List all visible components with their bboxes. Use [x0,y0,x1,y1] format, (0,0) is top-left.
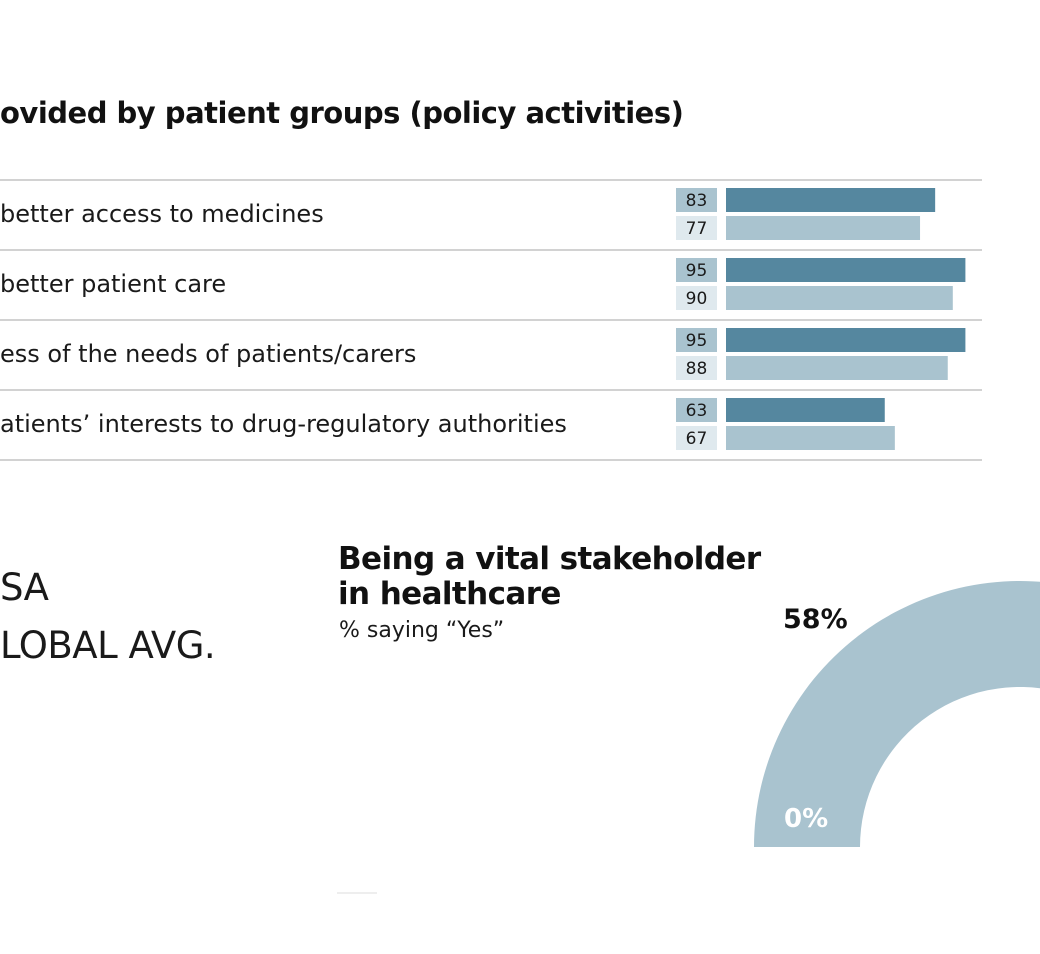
bar-chart: better access to medicines 83 77 better pat… [0,179,982,461]
donut-chart-subtitle: % saying “Yes” [339,618,505,643]
donut-title-line-1: Being a vital stakeholder [338,541,761,577]
legend-label-usa: SA [0,566,49,609]
bar-series-2 [726,426,895,450]
category-label: better access to medicines [0,200,324,228]
legend-label-global-avg: LOBAL AVG. [0,624,216,667]
donut-chart-title: Being a vital stakeholder in healthcare [338,542,761,612]
value-label-box [676,216,717,240]
divider-stub [337,892,377,894]
bar-chart-title: ovided by patient groups (policy activit… [0,96,684,130]
value-label-box [676,356,717,380]
value-label: 63 [686,401,708,421]
value-label-box [676,426,717,450]
donut-title-line-2: in healthcare [338,576,561,612]
donut-value-label: 58% [783,604,848,635]
value-label: 90 [686,289,708,309]
value-label: 83 [686,191,708,211]
bar-series-1 [726,188,936,212]
value-label-box [676,328,717,352]
value-label: 67 [686,429,708,449]
category-label: atients’ interests to drug-regulatory au… [0,410,567,438]
category-label: better patient care [0,270,226,298]
value-label: 88 [686,359,708,379]
value-label: 95 [686,261,708,281]
value-label-box [676,286,717,310]
value-label-box [676,188,717,212]
bar-series-2 [726,286,953,310]
value-label-box [676,398,717,422]
value-label: 77 [686,219,708,239]
bar-series-2 [726,356,948,380]
bar-series-2 [726,216,921,240]
donut-scale-min-label: 0% [784,804,828,834]
bar-series-1 [726,258,966,282]
donut-arc-yes [754,581,1040,847]
bar-series-1 [726,398,885,422]
bar-series-1 [726,328,966,352]
category-label: ess of the needs of patients/carers [0,340,416,368]
value-label-box [676,258,717,282]
value-label: 95 [686,331,708,351]
